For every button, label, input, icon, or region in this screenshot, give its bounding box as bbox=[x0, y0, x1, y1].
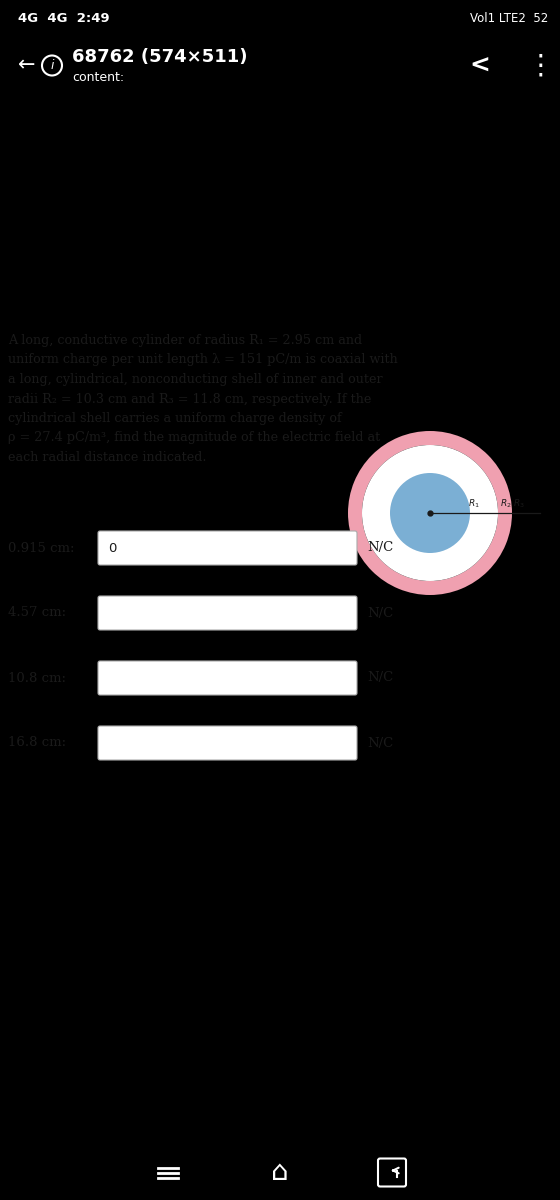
Text: 4G  4G  2:49: 4G 4G 2:49 bbox=[18, 12, 110, 25]
Text: cylindrical shell carries a uniform charge density of: cylindrical shell carries a uniform char… bbox=[8, 412, 342, 425]
Text: 0.915 cm:: 0.915 cm: bbox=[8, 541, 74, 554]
Text: ←: ← bbox=[18, 55, 35, 76]
Text: ⋮: ⋮ bbox=[526, 52, 554, 79]
Circle shape bbox=[390, 473, 470, 553]
Text: Vol1 LTE2  52: Vol1 LTE2 52 bbox=[470, 12, 548, 25]
Text: 4.57 cm:: 4.57 cm: bbox=[8, 606, 66, 619]
Text: 0: 0 bbox=[108, 541, 116, 554]
Text: uniform charge per unit length λ = 151 pC/m is coaxial with: uniform charge per unit length λ = 151 p… bbox=[8, 354, 398, 366]
Text: 16.8 cm:: 16.8 cm: bbox=[8, 737, 66, 750]
Text: N/C: N/C bbox=[367, 737, 393, 750]
Text: radii R₂ = 10.3 cm and R₃ = 11.8 cm, respectively. If the: radii R₂ = 10.3 cm and R₃ = 11.8 cm, res… bbox=[8, 392, 371, 406]
Text: ⌂: ⌂ bbox=[271, 1158, 289, 1187]
FancyBboxPatch shape bbox=[98, 596, 357, 630]
Text: <: < bbox=[470, 54, 491, 78]
Text: 68762 (574×511): 68762 (574×511) bbox=[72, 48, 248, 66]
Text: content:: content: bbox=[72, 71, 124, 84]
FancyBboxPatch shape bbox=[98, 530, 357, 565]
Text: A long, conductive cylinder of radius R₁ = 2.95 cm and: A long, conductive cylinder of radius R₁… bbox=[8, 334, 362, 347]
Text: $R_1$: $R_1$ bbox=[468, 498, 480, 510]
Text: a long, cylindrical, nonconducting shell of inner and outer: a long, cylindrical, nonconducting shell… bbox=[8, 373, 382, 386]
FancyBboxPatch shape bbox=[98, 726, 357, 760]
Text: N/C: N/C bbox=[367, 541, 393, 554]
Text: N/C: N/C bbox=[367, 606, 393, 619]
Wedge shape bbox=[348, 431, 512, 595]
Text: N/C: N/C bbox=[367, 672, 393, 684]
Text: ρ = 27.4 pC/m³, find the magnitude of the electric field at: ρ = 27.4 pC/m³, find the magnitude of th… bbox=[8, 432, 380, 444]
Text: i: i bbox=[50, 59, 54, 72]
Circle shape bbox=[362, 445, 498, 581]
Text: $R_2$ $R_3$: $R_2$ $R_3$ bbox=[500, 498, 525, 510]
Text: each radial distance indicated.: each radial distance indicated. bbox=[8, 451, 207, 464]
FancyBboxPatch shape bbox=[98, 661, 357, 695]
Text: 10.8 cm:: 10.8 cm: bbox=[8, 672, 66, 684]
